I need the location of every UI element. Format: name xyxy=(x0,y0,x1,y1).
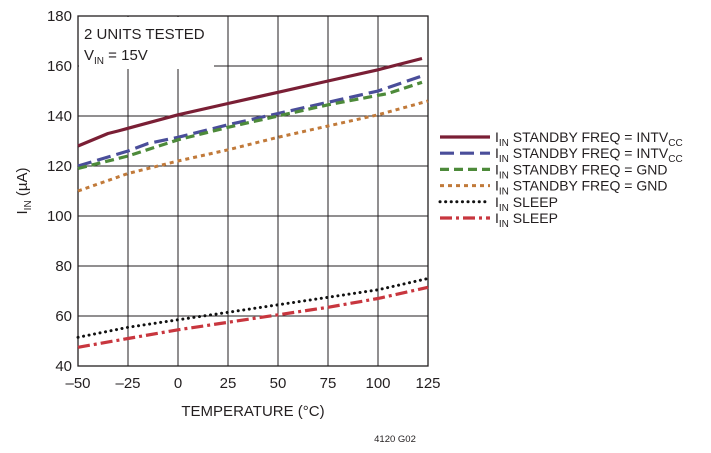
y-tick-label: 140 xyxy=(47,108,72,125)
legend-label-1: IIN STANDBY FREQ = INTVCC xyxy=(495,129,683,149)
y-tick-label: 60 xyxy=(55,308,72,325)
y-tick-label: 100 xyxy=(47,208,72,225)
series-line-5 xyxy=(76,277,430,339)
y-tick-label: 160 xyxy=(47,58,72,75)
plot-area xyxy=(78,16,428,366)
x-tick-label: 0 xyxy=(174,375,182,392)
x-tick-label: 25 xyxy=(220,375,237,392)
series-line-6 xyxy=(77,285,429,349)
x-tick-label: 125 xyxy=(415,375,440,392)
annotation-line-2: VIN = 15V xyxy=(84,47,148,67)
y-tick-labels: 40 60 80 100 120 140 160 180 xyxy=(47,8,72,375)
legend-label-5: IIN SLEEP xyxy=(495,194,558,214)
x-tick-label: –25 xyxy=(115,375,140,392)
y-tick-label: 80 xyxy=(55,258,72,275)
legend-label-3: IIN STANDBY FREQ = GND xyxy=(495,161,667,181)
legend-label-4: IIN STANDBY FREQ = GND xyxy=(495,178,667,198)
x-tick-label: 100 xyxy=(365,375,390,392)
annotation-line-1: 2 UNITS TESTED xyxy=(84,26,205,43)
x-tick-label: 50 xyxy=(270,375,287,392)
y-axis-label: IIN (µA) xyxy=(14,168,34,215)
series-line-2 xyxy=(77,74,423,168)
y-tick-label: 180 xyxy=(47,8,72,25)
series-line-1 xyxy=(77,56,423,148)
x-tick-label: 75 xyxy=(320,375,337,392)
annotation-box xyxy=(79,17,214,69)
y-tick-label: 120 xyxy=(47,158,72,175)
y-tick-label: 40 xyxy=(55,358,72,375)
legend-label-2: IIN STANDBY FREQ = INTVCC xyxy=(495,145,683,165)
x-tick-label: –50 xyxy=(65,375,90,392)
legend-label-6: IIN SLEEP xyxy=(495,210,558,230)
series-layer xyxy=(76,56,430,349)
x-tick-labels: –50 –25 0 25 50 75 100 125 xyxy=(65,375,440,392)
footer-code: 4120 G02 xyxy=(374,434,416,445)
grid xyxy=(78,16,428,366)
x-axis-label: TEMPERATURE (°C) xyxy=(181,403,324,420)
